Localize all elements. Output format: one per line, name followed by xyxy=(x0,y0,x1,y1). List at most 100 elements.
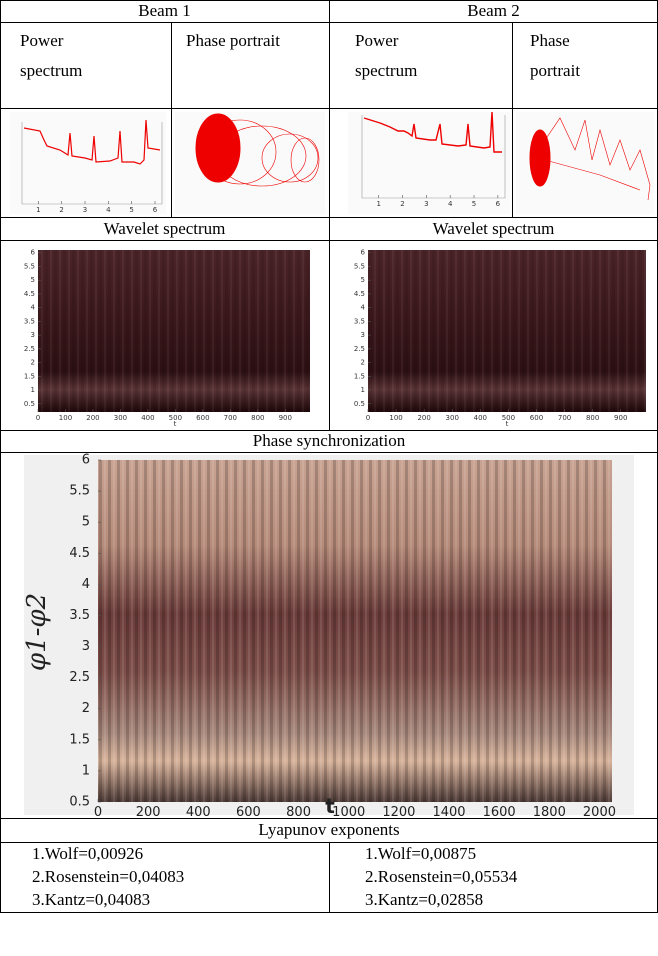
x-tick-label: 800 xyxy=(586,414,599,422)
x-tick-label: 800 xyxy=(251,414,264,422)
x-tick-label: 200 xyxy=(86,414,99,422)
x-tick-label: 2 xyxy=(400,200,404,208)
x-tick-label: 2000 xyxy=(583,805,616,820)
x-tick-label: 3 xyxy=(83,206,87,214)
x-tick-label: 600 xyxy=(530,414,543,422)
x-tick-label: 1600 xyxy=(483,805,516,820)
plot-bg xyxy=(10,112,166,214)
y-tick-label: 3 xyxy=(82,639,90,654)
lyapunov-list: 1.Wolf=0,00875 2.Rosenstein=0,05534 3.Ka… xyxy=(365,842,655,911)
x-tick-label: 100 xyxy=(389,414,402,422)
y-tick-label: 1.5 xyxy=(69,732,90,747)
y-tick-label: 3.5 xyxy=(24,317,35,325)
x-tick-label: 500 xyxy=(169,414,182,422)
x-tick-label: 1400 xyxy=(432,805,465,820)
cell-label: Wavelet spectrum xyxy=(103,219,226,238)
y-tick-label: 5 xyxy=(31,276,35,284)
y-tick-label: 4 xyxy=(82,577,90,592)
y-axis-label: φ1-φ2 xyxy=(22,593,52,671)
y-tick-label: 1.5 xyxy=(24,372,35,380)
y-tick-label: 5.5 xyxy=(24,262,35,270)
plot-frame xyxy=(361,115,506,199)
section-title: Phase synchronization xyxy=(252,431,406,450)
plot-bg xyxy=(348,112,510,214)
lyapunov-item: 2.Rosenstein=0,04083 xyxy=(32,867,185,886)
x-tick-label: 6 xyxy=(153,206,158,214)
y-tick-label: 0.5 xyxy=(24,400,35,408)
y-tick-label: 5.5 xyxy=(354,262,365,270)
x-tick-label: 1 xyxy=(36,206,40,214)
x-tick-label: 200 xyxy=(417,414,430,422)
power-curve xyxy=(363,111,502,153)
cell-label: Power spectrum xyxy=(355,31,418,80)
power-curve xyxy=(23,119,161,165)
x-tick-label: 300 xyxy=(114,414,127,422)
y-tick-label: 2 xyxy=(361,359,365,367)
y-tick-label: 3 xyxy=(361,331,365,339)
x-tick-label: 4 xyxy=(448,200,453,208)
x-tick-label: 0 xyxy=(94,805,102,820)
x-tick-label: 1 xyxy=(376,200,380,208)
x-tick-label: 400 xyxy=(141,414,154,422)
beam-title: Beam 2 xyxy=(467,1,520,20)
lyapunov-item: 1.Wolf=0,00926 xyxy=(32,844,144,863)
x-tick-label: 900 xyxy=(279,414,292,422)
x-tick-label: 4 xyxy=(106,206,111,214)
wavelet-texture xyxy=(38,250,310,412)
y-tick-label: 5 xyxy=(82,515,90,530)
x-tick-label: 6 xyxy=(496,200,501,208)
y-tick-label: 0.5 xyxy=(69,795,90,810)
cell-label: Phase portrait xyxy=(530,31,581,80)
y-tick-label: 4.5 xyxy=(354,290,365,298)
x-tick-label: 700 xyxy=(224,414,237,422)
cell-label: Wavelet spectrum xyxy=(432,219,555,238)
y-tick-label: 6 xyxy=(82,453,90,468)
x-axis-label: t xyxy=(174,420,177,428)
y-tick-label: 4.5 xyxy=(69,546,90,561)
lyapunov-item: 1.Wolf=0,00875 xyxy=(365,844,477,863)
y-tick-label: 4 xyxy=(31,304,36,312)
y-tick-label: 3.5 xyxy=(69,608,90,623)
plot-frame xyxy=(21,122,163,205)
y-tick-label: 1 xyxy=(361,386,365,394)
lyapunov-item: 2.Rosenstein=0,05534 xyxy=(365,867,518,886)
x-tick-label: 1800 xyxy=(533,805,566,820)
lyapunov-item: 3.Kantz=0,02858 xyxy=(365,890,484,909)
lyapunov-item: 3.Kantz=0,04083 xyxy=(32,890,151,909)
y-tick-label: 5.5 xyxy=(69,484,90,499)
y-tick-label: 4.5 xyxy=(24,290,35,298)
x-tick-label: 1000 xyxy=(332,805,365,820)
x-axis-label: t xyxy=(325,794,335,818)
y-tick-label: 2.5 xyxy=(354,345,365,353)
x-tick-label: 300 xyxy=(446,414,459,422)
x-tick-label: 400 xyxy=(186,805,211,820)
x-tick-label: 600 xyxy=(236,805,261,820)
section-title: Lyapunov exponents xyxy=(258,820,400,839)
y-tick-label: 2.5 xyxy=(69,670,90,685)
x-tick-label: 600 xyxy=(196,414,209,422)
y-tick-label: 3 xyxy=(31,331,35,339)
y-tick-label: 2 xyxy=(82,701,90,716)
y-tick-label: 3.5 xyxy=(354,317,365,325)
x-tick-label: 5 xyxy=(129,206,133,214)
wavelet-texture xyxy=(368,250,646,412)
x-tick-label: 2 xyxy=(59,206,63,214)
x-tick-label: 800 xyxy=(286,805,311,820)
y-tick-label: 2.5 xyxy=(24,345,35,353)
x-axis-label: t xyxy=(506,420,509,428)
y-tick-label: 2 xyxy=(31,359,35,367)
x-tick-label: 500 xyxy=(502,414,515,422)
y-tick-label: 6 xyxy=(361,249,366,257)
x-tick-label: 700 xyxy=(558,414,571,422)
x-tick-label: 900 xyxy=(614,414,627,422)
x-tick-label: 0 xyxy=(36,414,40,422)
y-tick-label: 1 xyxy=(82,763,90,778)
phase-portrait xyxy=(529,117,651,201)
cell-label: Power spectrum xyxy=(20,31,83,80)
x-tick-label: 5 xyxy=(472,200,476,208)
y-tick-label: 6 xyxy=(31,249,36,257)
x-tick-label: 3 xyxy=(424,200,428,208)
lyapunov-list: 1.Wolf=0,00926 2.Rosenstein=0,04083 3.Ka… xyxy=(32,842,322,911)
